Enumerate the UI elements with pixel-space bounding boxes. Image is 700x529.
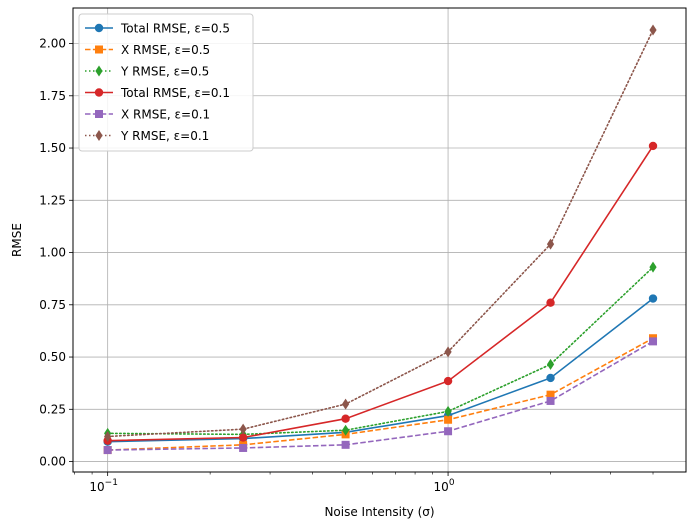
legend-label: Y RMSE, ε=0.5 (120, 65, 209, 79)
data-point (341, 398, 350, 410)
legend-marker (95, 45, 103, 54)
data-point (341, 414, 350, 423)
legend-item: X RMSE, ε=0.1 (85, 108, 210, 122)
y-axis-ticks: 0.00 0.25 0.50 0.75 1.00 1.25 1.50 1.75 2.00 (39, 37, 73, 469)
x-axis-ticks: 10−1 100 (74, 472, 654, 494)
data-point (649, 337, 658, 346)
x-tick-base: 10 (89, 480, 104, 494)
data-point (649, 24, 657, 36)
data-point (444, 427, 453, 436)
legend-item: Y RMSE, ε=0.5 (85, 65, 209, 79)
data-point (239, 443, 248, 452)
y-tick-label: 0.25 (39, 402, 66, 416)
data-point (443, 376, 453, 386)
legend-label: X RMSE, ε=0.5 (121, 43, 210, 57)
y-tick-label: 0.00 (39, 455, 66, 469)
legend-marker (95, 130, 103, 141)
y-tick-label: 1.50 (39, 141, 66, 155)
series-layer (103, 24, 658, 455)
series-4 (103, 141, 658, 445)
legend-label: X RMSE, ε=0.1 (121, 108, 210, 122)
y-tick-label: 1.25 (39, 193, 66, 207)
legend-label: Total RMSE, ε=0.1 (120, 86, 230, 100)
data-point (648, 141, 658, 151)
data-point (104, 430, 112, 442)
data-point (341, 440, 350, 449)
series-line (106, 29, 654, 438)
data-point (649, 261, 657, 273)
data-point (239, 423, 247, 435)
legend-box (78, 13, 254, 152)
data-point (546, 390, 555, 399)
legend-item: Total RMSE, ε=0.1 (85, 86, 230, 100)
data-point (444, 346, 452, 358)
series-line (106, 266, 654, 436)
data-point (103, 446, 112, 455)
legend: Total RMSE, ε=0.5 X RMSE, ε=0.5 Y RMSE, ε=… (78, 13, 254, 152)
data-point (341, 424, 350, 436)
x-tick-exponent: −1 (105, 478, 118, 488)
data-point (444, 405, 452, 417)
legend-marker (95, 110, 103, 118)
data-point (444, 415, 453, 424)
legend-label: Total RMSE, ε=0.5 (120, 22, 230, 36)
legend-marker (94, 23, 104, 33)
x-tick-exponent: 0 (449, 478, 455, 488)
data-point (546, 358, 555, 370)
plot-frame (72, 7, 687, 473)
y-tick-label: 2.00 (39, 37, 66, 51)
legend-item: X RMSE, ε=0.5 (85, 43, 210, 57)
series-5 (103, 337, 658, 455)
data-point (546, 373, 555, 383)
y-axis-label: RMSE (10, 223, 24, 257)
y-tick-label: 0.50 (39, 350, 66, 364)
x-tick-label: 100 (434, 478, 455, 494)
legend-item: Y RMSE, ε=0.1 (85, 129, 209, 143)
data-point (238, 433, 248, 442)
data-point (546, 396, 555, 405)
y-tick-label: 1.00 (39, 246, 66, 260)
data-point (648, 294, 658, 303)
y-tick-label: 1.75 (39, 89, 66, 103)
legend-marker (95, 65, 103, 77)
series-6 (104, 24, 657, 442)
y-tick-label: 0.75 (39, 298, 66, 312)
data-point (546, 298, 555, 307)
legend-marker (94, 88, 104, 97)
x-tick-base: 10 (434, 480, 449, 494)
legend-item: Total RMSE, ε=0.5 (85, 22, 230, 36)
series-line (107, 297, 654, 443)
series-line (107, 340, 654, 451)
data-point (546, 238, 555, 250)
series-line (107, 337, 654, 451)
legend-label: Y RMSE, ε=0.1 (120, 129, 209, 143)
x-axis-label: Noise Intensity (σ) (324, 505, 434, 519)
x-tick-label: 10−1 (89, 478, 118, 494)
series-line (107, 145, 654, 442)
